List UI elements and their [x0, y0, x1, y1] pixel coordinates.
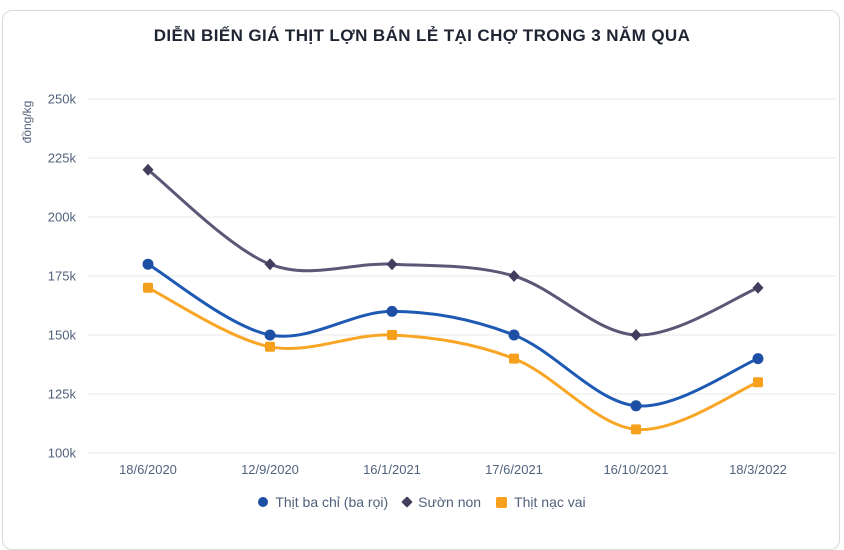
x-tick-label: 16/10/2021	[603, 462, 668, 477]
gridlines	[88, 98, 836, 454]
series-markers	[142, 163, 764, 341]
legend-label: Thịt ba chỉ (ba rọi)	[275, 494, 389, 510]
legend-item[interactable]: Thịt ba chỉ (ba rọi)	[258, 494, 388, 510]
data-point-marker	[143, 282, 153, 293]
chart-card	[2, 10, 840, 550]
series-markers	[143, 282, 763, 435]
y-tick-label: 125k	[48, 387, 77, 402]
x-tick-label: 16/1/2021	[363, 462, 421, 477]
y-tick-label: 225k	[48, 151, 77, 166]
data-point-marker	[142, 258, 154, 270]
x-axis-ticks: 18/6/2020 12/9/2020 16/1/2021 17/6/2021 16/1…	[119, 462, 787, 477]
chart-legend: Thịt ba chỉ (ba rọi) Sườn non Thịt nạc vai	[0, 491, 844, 513]
data-point-marker	[387, 330, 397, 340]
y-tick-label: 250k	[48, 92, 77, 107]
square-icon	[496, 496, 508, 508]
y-tick-label: 100k	[48, 446, 77, 461]
legend-item[interactable]: Sườn non	[401, 494, 482, 510]
data-point-marker	[142, 163, 154, 176]
data-point-marker	[386, 305, 398, 317]
y-tick-label: 200k	[48, 210, 77, 225]
series-line	[146, 168, 760, 337]
diamond-icon	[401, 496, 413, 508]
data-point-marker	[264, 258, 276, 271]
series-markers	[142, 258, 764, 412]
data-point-marker	[630, 329, 642, 341]
legend-item[interactable]: Thịt nạc vai	[496, 494, 586, 510]
legend-label: Thịt nạc vai	[514, 494, 586, 510]
data-point-marker	[264, 329, 276, 341]
data-point-marker	[386, 258, 398, 271]
data-point-marker	[508, 270, 520, 282]
data-point-marker	[753, 377, 763, 388]
x-tick-label: 12/9/2020	[241, 462, 299, 477]
y-axis-ticks: 100k 125k 150k 175k 200k 225k 250k	[48, 92, 77, 461]
y-tick-label: 175k	[48, 269, 77, 284]
x-tick-label: 17/6/2021	[485, 462, 543, 477]
data-point-marker	[630, 400, 642, 412]
data-point-marker	[631, 424, 641, 435]
series-line	[146, 286, 760, 431]
line-chart: 100k 125k 150k 175k 200k 225k 250k đồng/kg 18/6/…	[20, 92, 836, 477]
data-point-marker	[265, 341, 275, 352]
legend-label: Sườn non	[418, 494, 482, 510]
y-tick-label: 150k	[48, 328, 77, 343]
circle-icon	[258, 497, 269, 507]
series-line	[146, 262, 760, 408]
data-point-marker	[752, 281, 764, 294]
x-tick-label: 18/6/2020	[119, 462, 177, 477]
y-axis-label: đồng/kg	[20, 101, 34, 144]
x-tick-label: 18/3/2022	[729, 462, 787, 477]
data-point-marker	[508, 329, 520, 341]
data-point-marker	[509, 353, 519, 364]
chart-title: DIỄN BIẾN GIÁ THỊT LỢN BÁN LẺ TẠI CHỢ TR…	[153, 26, 691, 45]
data-point-marker	[752, 353, 764, 365]
